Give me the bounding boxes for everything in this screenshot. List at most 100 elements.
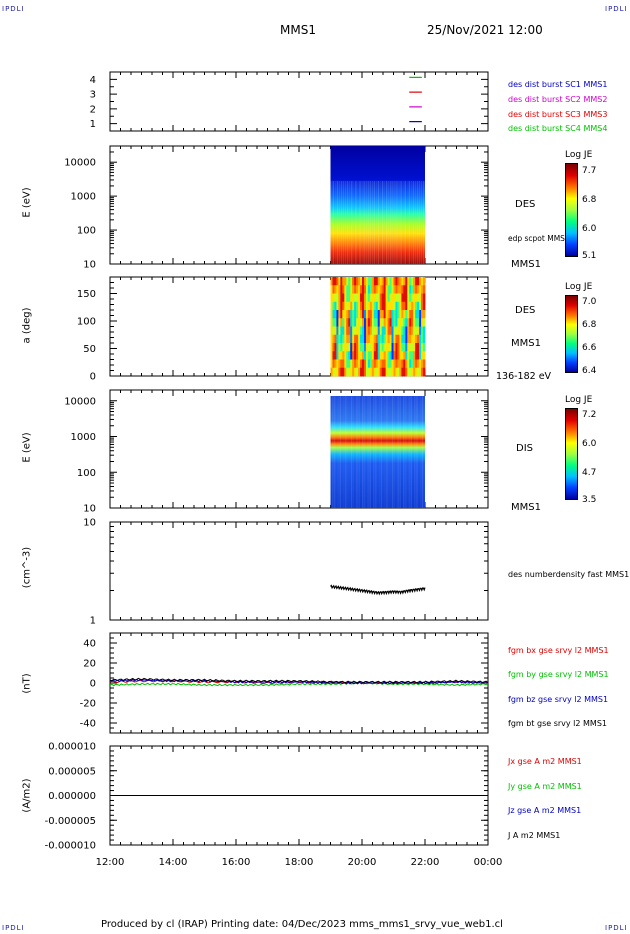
spectrogram-texture <box>383 181 386 264</box>
pitch-cell <box>401 343 404 352</box>
pitch-cell <box>391 301 394 311</box>
y-tick-label-avail: 1 <box>90 119 96 130</box>
pitch-column <box>395 277 398 377</box>
y-tick-label-bfield: -40 <box>80 719 96 730</box>
spectrogram-texture <box>338 396 340 508</box>
pitch-cell <box>419 310 422 319</box>
pitch-cell <box>350 301 353 311</box>
spectrogram-texture <box>398 181 400 264</box>
pitch-cell <box>383 351 387 360</box>
spectrogram-texture <box>413 396 416 508</box>
pitch-cell <box>346 318 349 327</box>
spectrogram-texture <box>388 396 390 508</box>
pitch-column <box>399 277 402 377</box>
pitch-cell <box>387 318 390 327</box>
pitch-cell <box>383 277 387 286</box>
spectrogram-texture <box>357 181 359 264</box>
spectrogram-texture <box>344 396 346 508</box>
pitch-column <box>354 277 357 377</box>
y-tick-label-des-energy: 10 <box>83 260 96 271</box>
pitch-cell <box>354 293 357 303</box>
pitch-cell <box>356 301 359 311</box>
pitch-cell <box>362 367 365 377</box>
pitch-cell <box>393 334 396 344</box>
pitch-cell <box>401 293 404 303</box>
spectrogram-texture <box>374 396 376 508</box>
pitch-cell <box>375 301 379 311</box>
pitch-cell <box>362 293 365 303</box>
pitch-cell <box>354 359 357 369</box>
pitch-cell <box>342 326 345 336</box>
pitch-cell <box>415 367 418 377</box>
pitch-cell <box>401 334 404 344</box>
pitch-cell <box>375 318 379 327</box>
pitch-cell <box>417 310 420 319</box>
pitch-cell <box>369 334 373 344</box>
pitch-column <box>332 277 335 377</box>
spectrogram-texture <box>410 181 413 264</box>
spacecraft-title: MMS1 <box>280 23 316 37</box>
colorbar1-tick-2: 6.8 <box>582 195 597 205</box>
pitch-cell <box>375 293 379 303</box>
pitch-cell <box>413 334 416 344</box>
pitch-cell <box>395 277 398 286</box>
pitch-cell <box>417 343 420 352</box>
label-mms1-a: MMS1 <box>511 259 541 270</box>
pitch-cell <box>375 334 379 344</box>
pitch-column <box>365 277 369 377</box>
pitch-cell <box>344 343 347 352</box>
pitch-cell <box>405 359 408 369</box>
pitch-cell <box>417 293 420 303</box>
pitch-cell <box>332 334 335 344</box>
pitch-cell <box>403 326 406 336</box>
y-tick-label-bfield: 0 <box>90 679 96 690</box>
pitch-cell <box>358 285 361 294</box>
pitch-cell <box>342 343 345 352</box>
pitch-cell <box>379 359 383 369</box>
pitch-cell <box>421 293 424 303</box>
pitch-cell <box>365 285 369 294</box>
pitch-cell <box>336 326 339 336</box>
spectrogram-texture <box>336 396 338 508</box>
pitch-cell <box>338 367 341 377</box>
spectrogram-texture <box>371 396 373 508</box>
colorbar3-title: Log JE <box>565 395 593 405</box>
pitch-cell <box>346 334 349 344</box>
pitch-cell <box>362 318 365 327</box>
pitch-cell <box>342 318 345 327</box>
pitch-cell <box>419 318 422 327</box>
pitch-column <box>417 277 420 377</box>
pitch-cell <box>350 293 353 303</box>
pitch-cell <box>330 293 333 303</box>
pitch-cell <box>373 301 377 311</box>
pitch-cell <box>360 351 363 360</box>
pitch-cell <box>423 351 426 360</box>
panel-des-energy-frame <box>109 145 489 265</box>
pitch-cell <box>358 326 361 336</box>
pitch-cell <box>367 359 371 369</box>
pitch-cell <box>334 285 337 294</box>
pitch-cell <box>417 351 420 360</box>
pitch-cell <box>332 293 335 303</box>
pitch-cell <box>360 367 363 377</box>
pitch-column <box>360 277 363 377</box>
pitch-cell <box>360 277 363 286</box>
pitch-cell <box>411 351 414 360</box>
pitch-column <box>363 277 367 377</box>
pitch-cell <box>348 334 351 344</box>
spectrogram-texture <box>409 396 411 508</box>
pitch-cell <box>379 301 383 311</box>
pitch-cell <box>403 359 406 369</box>
x-tick-label: 18:00 <box>285 857 314 868</box>
pitch-cell <box>381 351 385 360</box>
pitch-cell <box>360 343 363 352</box>
pitch-cell <box>334 351 337 360</box>
spectrogram-texture <box>336 181 339 264</box>
pitch-cell <box>415 301 418 311</box>
pitch-cell <box>340 318 343 327</box>
pitch-cell <box>399 343 402 352</box>
pitch-cell <box>399 301 402 311</box>
pitch-cell <box>360 285 363 294</box>
des-energy-spectrogram <box>330 146 425 264</box>
pitch-column <box>419 277 422 377</box>
